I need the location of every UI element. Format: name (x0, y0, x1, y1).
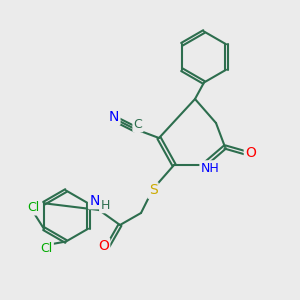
Text: N: N (89, 194, 100, 208)
Text: Cl: Cl (27, 201, 40, 214)
Text: O: O (245, 146, 256, 160)
Text: O: O (98, 239, 109, 253)
Text: C: C (134, 118, 142, 131)
Text: NH: NH (201, 161, 219, 175)
Text: Cl: Cl (40, 242, 52, 256)
Text: N: N (109, 110, 119, 124)
Text: S: S (148, 184, 158, 197)
Text: H: H (100, 199, 110, 212)
